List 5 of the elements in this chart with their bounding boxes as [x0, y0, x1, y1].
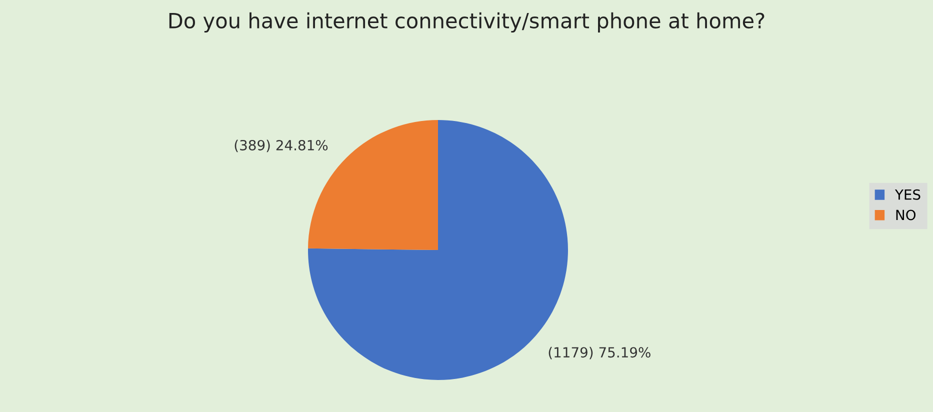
data-label: (389) 24.81%: [234, 140, 328, 152]
legend-label: YES: [894, 189, 920, 200]
legend-label: NO: [896, 210, 916, 220]
chart-title: Do you have internet connectivity/smart phone at home?: [169, 12, 764, 33]
data-label: (1179) 75.19%: [548, 346, 650, 360]
